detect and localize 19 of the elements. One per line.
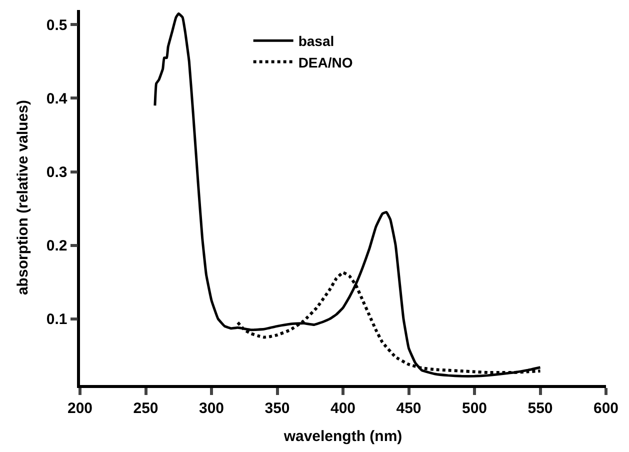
x-tick-label: 600	[593, 400, 619, 417]
y-tick-label: 0.1	[46, 311, 68, 328]
legend-label: basal	[298, 33, 334, 50]
y-tick-label: 0.4	[46, 90, 68, 108]
y-tick-label: 0.5	[46, 16, 68, 34]
x-axis-title: wavelength (nm)	[282, 428, 402, 445]
x-tick-label: 350	[264, 400, 290, 417]
y-axis-title: absorption (relative values)	[14, 100, 32, 296]
line-series	[154, 12, 542, 378]
legend-label: DEA/NO	[298, 54, 353, 70]
x-tick-label: 300	[198, 400, 224, 417]
x-tick-label: 400	[330, 400, 356, 417]
x-tick-label: 550	[528, 400, 553, 417]
y-tick-label: 0.3	[46, 164, 68, 182]
x-tick-label: 450	[396, 400, 422, 417]
x-tick-label: 500	[462, 400, 488, 417]
y-tick-label: 0.2	[46, 238, 68, 255]
x-tick-label: 200	[67, 400, 93, 417]
x-tick-label: 250	[133, 400, 158, 417]
